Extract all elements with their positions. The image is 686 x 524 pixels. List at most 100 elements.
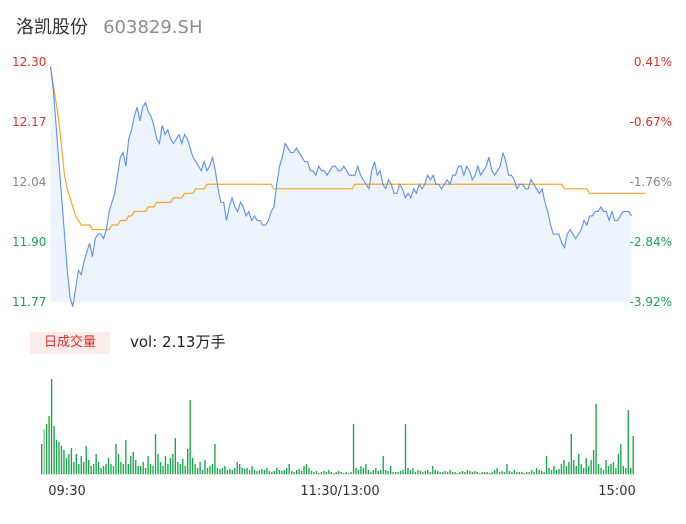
volume-bar	[590, 460, 592, 474]
volume-bar	[189, 400, 191, 474]
volume-bar	[196, 468, 199, 474]
volume-bar	[182, 459, 184, 474]
volume-bar	[53, 426, 55, 474]
volume-bar	[224, 466, 226, 474]
volume-bar	[273, 471, 276, 474]
volume-bar	[553, 466, 555, 474]
volume-bar	[335, 472, 337, 474]
volume-bar	[461, 471, 464, 474]
volume-bar	[303, 466, 305, 474]
volume-bar	[414, 472, 417, 474]
volume-bar	[496, 468, 498, 474]
volume-bar	[476, 472, 478, 474]
volume-bar	[372, 470, 375, 474]
volume-bar	[342, 473, 345, 474]
volume-bar	[630, 468, 632, 474]
volume-bar	[305, 464, 308, 474]
volume-bar	[367, 470, 370, 474]
stock-name: 洛凯股份	[16, 17, 88, 38]
y-tick-right: 0.41%	[634, 55, 672, 69]
volume-bar	[320, 472, 323, 474]
volume-bar	[471, 472, 474, 474]
volume-bar	[132, 452, 134, 474]
volume-bar	[454, 472, 456, 474]
volume-bar	[501, 471, 503, 474]
volume-bar	[243, 469, 246, 474]
y-tick-left: 12.04	[12, 175, 46, 189]
volume-bar	[115, 444, 117, 474]
volume-bar	[191, 458, 194, 474]
volume-bar	[68, 454, 70, 474]
volume-bar	[355, 468, 357, 474]
volume-bar	[263, 470, 266, 474]
volume-bar	[278, 470, 280, 474]
volume-bar	[144, 468, 147, 474]
volume-bar	[315, 471, 318, 474]
volume-bar	[239, 464, 241, 474]
volume-bar	[422, 472, 424, 474]
volume-bar	[540, 471, 543, 474]
volume-bar	[313, 472, 315, 474]
volume-bar	[70, 448, 73, 474]
volume-bar	[563, 460, 565, 474]
volume-bar	[464, 472, 466, 474]
volume-bar	[298, 469, 300, 474]
volume-bar	[154, 434, 157, 474]
volume-bar	[323, 471, 325, 474]
volume-bar	[597, 464, 600, 474]
volume-bar	[550, 470, 553, 474]
volume-bars	[41, 379, 634, 474]
volume-bar	[570, 434, 573, 474]
volume-bar	[110, 464, 112, 474]
volume-bar	[194, 464, 196, 474]
y-tick-left: 11.77	[12, 295, 46, 309]
volume-bar	[531, 470, 533, 474]
volume-bar	[135, 460, 137, 474]
volume-bar	[580, 464, 582, 474]
volume-bar	[417, 470, 419, 474]
volume-bar	[397, 472, 399, 474]
volume-bar	[65, 458, 68, 474]
volume-bar	[488, 473, 491, 474]
volume-bar	[90, 466, 92, 474]
volume-bar	[429, 472, 431, 474]
volume-bar	[583, 468, 585, 474]
volume-bar	[127, 464, 129, 474]
volume-bar	[266, 468, 268, 474]
stock-header: 洛凯股份 603829.SH	[16, 13, 203, 39]
volume-bar	[172, 454, 174, 474]
volume-bar	[407, 468, 409, 474]
volume-bar	[362, 468, 365, 474]
volume-bar	[392, 472, 394, 474]
volume-bar	[107, 458, 110, 474]
volume-tag: 日成交量	[30, 332, 110, 354]
x-tick: 11:30/13:00	[300, 484, 379, 499]
volume-bar	[352, 424, 355, 474]
intraday-price-chart: 12.30 12.17 12.04 11.90 11.77 0.41% -0.67% -1.…	[12, 55, 672, 309]
volume-bar	[95, 454, 97, 474]
volume-bar	[607, 466, 610, 474]
volume-bar	[513, 470, 516, 474]
volume-bar	[174, 438, 177, 474]
volume-bar	[159, 462, 162, 474]
volume-bar	[122, 464, 125, 474]
volume-bar	[516, 472, 518, 474]
y-tick-right: -1.76%	[630, 175, 672, 189]
volume-bar	[578, 454, 580, 474]
volume-bar	[288, 464, 290, 474]
volume-bar	[268, 471, 271, 474]
volume-bar	[548, 468, 550, 474]
volume-bar	[117, 454, 120, 474]
volume-bar	[97, 462, 100, 474]
y-tick-right: -0.67%	[630, 115, 672, 129]
volume-bar	[100, 468, 102, 474]
volume-bar	[523, 473, 525, 474]
y-tick-right: -3.92%	[630, 295, 672, 309]
volume-bar	[615, 468, 617, 474]
volume-bar	[545, 456, 548, 474]
volume-bar	[229, 469, 231, 474]
volume-bar	[281, 471, 283, 474]
volume-bar	[149, 464, 152, 474]
volume-bar	[214, 444, 216, 474]
volume-bar	[469, 471, 471, 474]
